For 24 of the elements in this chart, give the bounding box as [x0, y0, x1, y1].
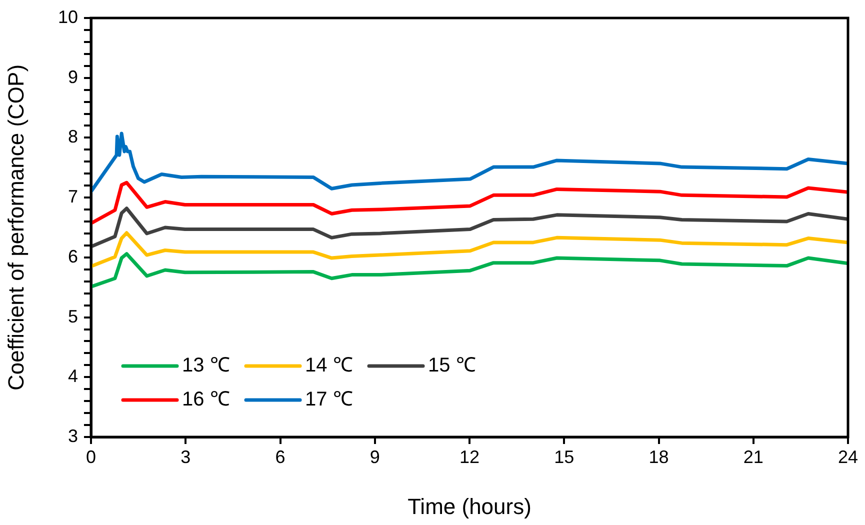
x-tick-label: 21 — [743, 446, 764, 467]
y-tick-label: 5 — [68, 306, 78, 326]
x-tick-label: 9 — [370, 446, 380, 467]
y-tick-label: 7 — [68, 186, 78, 207]
y-tick-label: 9 — [68, 66, 78, 87]
y-tick-label: 6 — [68, 246, 78, 266]
x-tick-label: 0 — [86, 446, 96, 467]
y-tick-label: 4 — [68, 366, 78, 386]
x-tick-label: 18 — [648, 446, 669, 467]
x-tick-label: 12 — [459, 446, 480, 467]
legend-label: 14 ℃ — [305, 354, 353, 377]
x-tick-label: 3 — [180, 446, 191, 467]
legend-label: 13 ℃ — [182, 354, 230, 377]
y-axis-title: Coefficient of performance (COP) — [3, 64, 28, 391]
legend-label: 17 ℃ — [305, 388, 353, 411]
legend-label: 15 ℃ — [428, 354, 476, 377]
x-tick-label: 15 — [554, 446, 574, 467]
x-tick-label: 24 — [838, 446, 858, 467]
y-tick-label: 3 — [68, 426, 78, 446]
y-tick-label: 10 — [58, 6, 78, 27]
legend-label: 16 ℃ — [182, 388, 230, 411]
x-axis-title: Time (hours) — [408, 494, 532, 519]
y-tick-label: 8 — [68, 126, 78, 147]
x-tick-label: 6 — [275, 446, 286, 467]
